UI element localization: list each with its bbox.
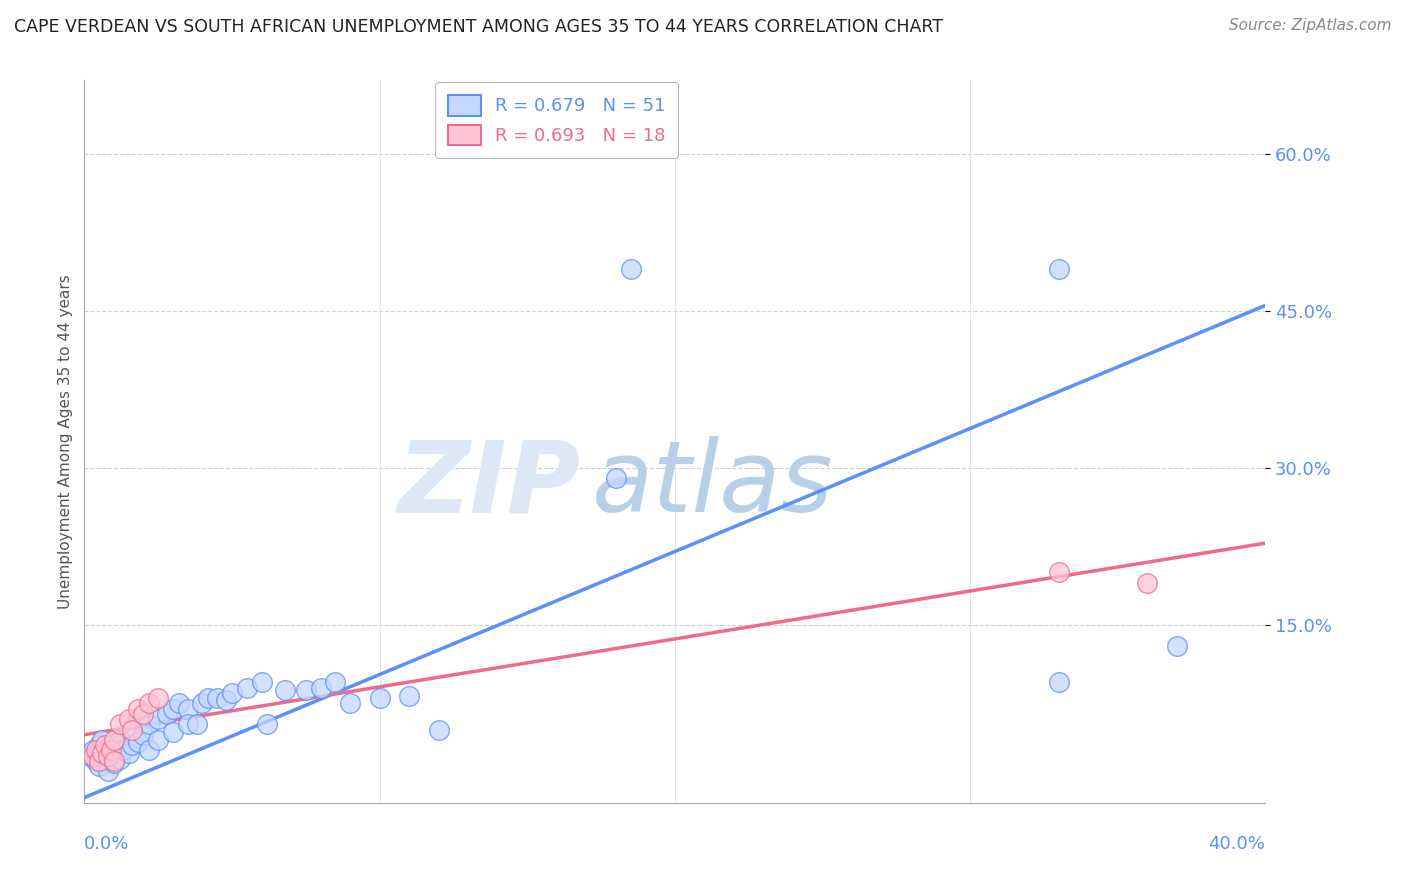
Point [339, 696, 361, 710]
Point [121, 723, 143, 737]
Point [207, 691, 229, 706]
Point [256, 717, 278, 731]
Point [94, 748, 117, 763]
Point [1166, 639, 1188, 653]
Point [162, 701, 184, 715]
Text: ZIP: ZIP [398, 436, 581, 533]
Point [132, 706, 155, 721]
Point [605, 471, 627, 485]
Point [127, 712, 149, 726]
Legend: R = 0.679   N = 51, R = 0.693   N = 18: R = 0.679 N = 51, R = 0.693 N = 18 [436, 82, 678, 158]
Point [118, 723, 141, 737]
Point [427, 723, 450, 737]
Point [84, 743, 107, 757]
Point [148, 733, 170, 747]
Point [620, 261, 643, 276]
Point [108, 752, 131, 766]
Point [156, 706, 179, 721]
Point [132, 728, 155, 742]
Point [1047, 566, 1070, 580]
Text: 40.0%: 40.0% [1209, 835, 1265, 854]
Point [197, 691, 219, 706]
Y-axis label: Unemployment Among Ages 35 to 44 years: Unemployment Among Ages 35 to 44 years [58, 274, 73, 609]
Point [162, 724, 184, 739]
Point [215, 693, 238, 707]
Point [250, 675, 273, 690]
Point [177, 717, 200, 731]
Point [103, 746, 125, 760]
Point [398, 689, 420, 703]
Point [111, 743, 134, 757]
Point [87, 759, 111, 773]
Point [91, 746, 114, 760]
Point [295, 682, 318, 697]
Point [221, 686, 243, 700]
Point [87, 754, 111, 768]
Point [167, 696, 190, 710]
Point [100, 743, 122, 757]
Point [309, 681, 332, 695]
Point [118, 746, 141, 760]
Point [87, 738, 111, 752]
Text: CAPE VERDEAN VS SOUTH AFRICAN UNEMPLOYMENT AMONG AGES 35 TO 44 YEARS CORRELATION: CAPE VERDEAN VS SOUTH AFRICAN UNEMPLOYME… [14, 18, 943, 36]
Point [1047, 261, 1070, 276]
Point [138, 717, 160, 731]
Point [274, 682, 297, 697]
Point [79, 748, 101, 763]
Point [1136, 575, 1159, 590]
Point [100, 738, 122, 752]
Text: 0.0%: 0.0% [84, 835, 129, 854]
Point [103, 756, 125, 770]
Text: Source: ZipAtlas.com: Source: ZipAtlas.com [1229, 18, 1392, 33]
Point [94, 738, 117, 752]
Point [191, 696, 214, 710]
Point [103, 733, 125, 747]
Point [127, 701, 149, 715]
Point [97, 764, 120, 779]
Point [108, 733, 131, 747]
Point [82, 748, 104, 763]
Point [84, 754, 107, 768]
Point [121, 738, 143, 752]
Point [1047, 675, 1070, 690]
Point [103, 754, 125, 768]
Point [108, 717, 131, 731]
Point [368, 691, 391, 706]
Point [97, 743, 120, 757]
Point [148, 691, 170, 706]
Point [186, 717, 208, 731]
Point [127, 735, 149, 749]
Point [97, 748, 120, 763]
Point [82, 743, 104, 757]
Point [148, 712, 170, 726]
Text: atlas: atlas [592, 436, 834, 533]
Point [236, 681, 259, 695]
Point [91, 733, 114, 747]
Point [118, 712, 141, 726]
Point [177, 701, 200, 715]
Point [325, 675, 347, 690]
Point [138, 743, 160, 757]
Point [138, 696, 160, 710]
